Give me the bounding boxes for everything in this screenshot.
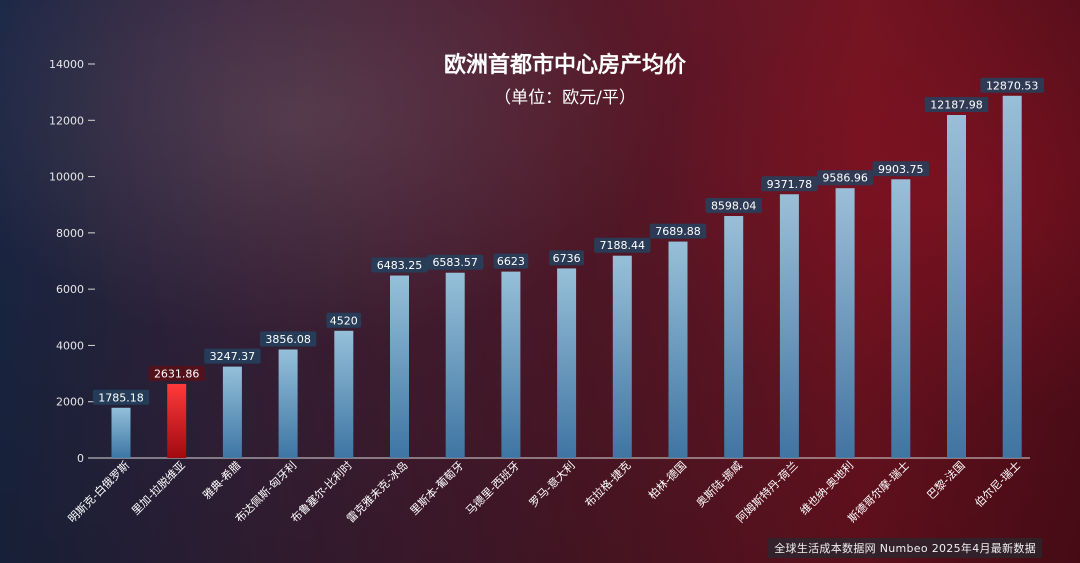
data-label-box — [326, 312, 362, 328]
x-tick-label: 维也纳-奥地利 — [797, 458, 856, 517]
data-label: 6623 — [497, 255, 525, 268]
bar — [557, 268, 577, 458]
bars — [111, 95, 1022, 459]
y-tick-label: 12000 — [49, 114, 84, 127]
bar — [334, 330, 354, 458]
data-label-box — [761, 176, 818, 192]
bar — [612, 255, 632, 458]
x-tick-label: 里斯本-葡萄牙 — [407, 458, 466, 517]
data-label-box — [148, 365, 205, 381]
y-tick-label: 0 — [77, 452, 84, 465]
data-label: 3856.08 — [265, 333, 311, 346]
data-label-box — [924, 96, 989, 112]
bar — [445, 272, 465, 458]
data-label-box — [493, 253, 529, 269]
data-label-box — [204, 348, 261, 364]
data-label-box — [705, 198, 762, 214]
y-tick-label: 8000 — [56, 227, 84, 240]
x-tick-label: 伯尔尼-瑞士 — [972, 458, 1024, 510]
data-label: 6583.57 — [432, 256, 478, 269]
x-tick-label: 明斯克-白俄罗斯 — [65, 458, 132, 525]
bar — [779, 194, 799, 458]
data-label-box — [980, 77, 1044, 93]
y-tick-label: 2000 — [56, 396, 84, 409]
source-note: 全球生活成本数据网 Numbeo 2025年4月最新数据 — [768, 538, 1042, 558]
data-label-box — [816, 170, 874, 186]
bar — [835, 188, 855, 458]
bar — [724, 216, 744, 458]
data-label: 7188.44 — [600, 239, 646, 252]
x-tick-label: 马德里-西班牙 — [463, 458, 522, 517]
bar-highlighted — [167, 383, 187, 458]
y-axis: 0 2000 4000 6000 8000 10000 12000 14000 — [49, 58, 95, 465]
data-label: 2631.86 — [154, 367, 200, 380]
y-tick-label: 14000 — [49, 58, 84, 71]
data-label-box — [427, 254, 484, 270]
bar — [947, 114, 966, 458]
data-label: 9371.78 — [767, 178, 813, 191]
data-label: 4520 — [330, 314, 358, 327]
chart-subtitle: （单位：欧元/平） — [494, 88, 636, 108]
bar — [501, 271, 521, 458]
data-label-box — [872, 161, 929, 177]
x-tick-label: 布拉格-捷克 — [582, 458, 634, 510]
data-label-box — [549, 250, 584, 266]
data-label-box — [371, 257, 428, 273]
data-label: 8598.04 — [711, 200, 757, 213]
data-label: 12870.53 — [986, 79, 1039, 92]
bar — [1002, 95, 1022, 459]
data-label: 6736 — [553, 252, 581, 265]
bar — [278, 349, 298, 458]
x-tick-label: 里加-拉脱维亚 — [128, 458, 187, 517]
data-label: 9903.75 — [878, 163, 924, 176]
bar — [390, 275, 409, 458]
data-label-box — [92, 389, 150, 405]
x-tick-label: 雅典-希腊 — [200, 458, 244, 502]
x-tick-label: 柏林-德国 — [645, 458, 689, 502]
data-labels: 1785.18 2631.86 3247.37 3856.08 4520 6483.25 6… — [92, 77, 1044, 405]
bar — [891, 179, 911, 458]
data-label: 6483.25 — [377, 259, 423, 272]
data-label: 9586.96 — [822, 172, 868, 185]
data-label: 7689.88 — [655, 225, 701, 238]
y-tick-label: 4000 — [56, 339, 84, 352]
data-label-box — [594, 237, 651, 253]
data-label: 3247.37 — [210, 350, 256, 363]
bar — [668, 241, 688, 458]
y-tick-label: 10000 — [49, 171, 84, 184]
x-tick-label: 巴黎-法国 — [924, 458, 968, 502]
bar — [222, 366, 242, 458]
y-tick-label: 6000 — [56, 283, 84, 296]
chart-title: 欧洲首都市中心房产均价 — [444, 52, 687, 78]
data-label-box — [649, 223, 707, 239]
bar — [111, 407, 131, 458]
data-label: 1785.18 — [98, 391, 144, 404]
x-tick-label: 罗马-意大利 — [526, 458, 578, 510]
data-label-box — [259, 331, 317, 347]
x-tick-label: 奥斯陆-挪威 — [693, 458, 745, 510]
data-label: 12187.98 — [930, 98, 983, 111]
